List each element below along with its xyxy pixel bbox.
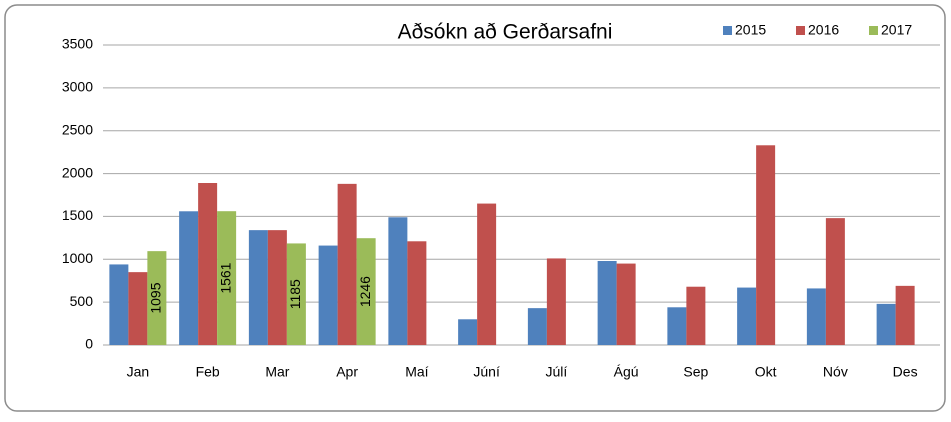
legend-label: 2016 xyxy=(808,22,839,38)
bar xyxy=(546,258,566,345)
y-tick-label: 0 xyxy=(85,336,93,352)
bar xyxy=(388,217,408,345)
bar xyxy=(128,272,148,345)
bar xyxy=(686,286,706,345)
legend-swatch xyxy=(796,26,805,35)
x-tick-label: Okt xyxy=(755,364,777,380)
legend-label: 2015 xyxy=(735,22,766,38)
bar xyxy=(458,319,478,345)
bar xyxy=(337,183,357,345)
y-tick-label: 500 xyxy=(70,293,94,309)
bar xyxy=(286,243,306,345)
x-tick-label: Apr xyxy=(336,364,358,380)
bar xyxy=(825,218,845,345)
bar xyxy=(109,264,129,345)
bar xyxy=(147,251,167,345)
bar xyxy=(217,211,237,345)
bar xyxy=(597,261,617,345)
bar xyxy=(248,230,268,345)
y-tick-label: 2500 xyxy=(62,121,93,137)
y-tick-label: 3500 xyxy=(62,36,93,52)
x-tick-label: Maí xyxy=(405,364,428,380)
x-tick-label: Sep xyxy=(683,364,708,380)
data-label: 1561 xyxy=(217,262,233,293)
x-tick-label: Ágú xyxy=(614,364,639,380)
legend-label: 2017 xyxy=(881,22,912,38)
bar xyxy=(616,263,636,345)
data-label: 1246 xyxy=(357,276,373,307)
bar xyxy=(806,288,826,345)
bar xyxy=(356,238,376,345)
bar xyxy=(667,307,687,345)
chart-title: Aðsókn að Gerðarsafni xyxy=(398,21,613,44)
y-tick-label: 1000 xyxy=(62,250,93,266)
bar xyxy=(179,211,199,345)
x-tick-label: Mar xyxy=(265,364,289,380)
bar xyxy=(737,287,757,345)
x-tick-label: Jan xyxy=(127,364,150,380)
x-tick-label: Júní xyxy=(473,364,500,380)
bar xyxy=(198,183,218,345)
y-tick-label: 1500 xyxy=(62,207,93,223)
data-label: 1185 xyxy=(287,279,303,309)
x-tick-label: Júlí xyxy=(545,364,567,380)
bar xyxy=(267,230,287,345)
data-label: 1095 xyxy=(148,282,164,313)
x-tick-label: Feb xyxy=(196,364,220,380)
bar xyxy=(407,241,427,345)
y-tick-label: 3000 xyxy=(62,79,93,95)
y-tick-label: 2000 xyxy=(62,164,93,180)
chart-frame xyxy=(4,4,946,412)
bar xyxy=(527,308,547,345)
bar xyxy=(895,285,915,345)
x-tick-label: Des xyxy=(893,364,918,380)
bar xyxy=(756,145,776,345)
bar xyxy=(477,203,497,345)
bar xyxy=(876,303,896,345)
legend-swatch xyxy=(723,26,732,35)
x-tick-label: Nóv xyxy=(823,364,848,380)
bar xyxy=(318,245,338,345)
legend-swatch xyxy=(869,26,878,35)
